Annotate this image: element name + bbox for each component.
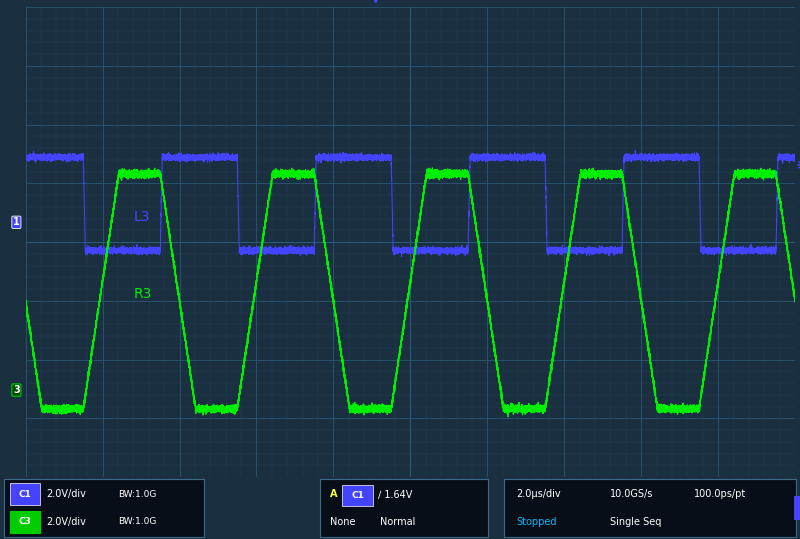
Text: L3: L3 [134, 210, 150, 224]
Bar [794, 496, 800, 521]
Text: Single Seq: Single Seq [610, 517, 661, 527]
Bar [342, 485, 373, 506]
Text: Normal: Normal [380, 517, 415, 527]
Text: C1: C1 [351, 491, 364, 500]
Text: 2.0μs/div: 2.0μs/div [516, 489, 561, 499]
Text: Stopped: Stopped [516, 517, 557, 527]
Bar [504, 480, 796, 536]
Bar [320, 480, 488, 536]
Text: 100.0ps/pt: 100.0ps/pt [694, 489, 746, 499]
Bar [4, 480, 204, 536]
Text: C1: C1 [18, 489, 31, 499]
Text: 2.0V/div: 2.0V/div [46, 489, 86, 499]
Text: R3: R3 [134, 287, 152, 301]
Text: 2.0V/div: 2.0V/div [46, 517, 86, 527]
Text: A: A [330, 489, 338, 499]
Text: 1: 1 [13, 217, 20, 227]
Text: 3: 3 [13, 385, 20, 395]
Text: None: None [330, 517, 356, 527]
Text: BW:1.0G: BW:1.0G [118, 517, 157, 527]
Text: BW:1.0G: BW:1.0G [118, 489, 157, 499]
Bar [10, 483, 40, 505]
Bar [10, 511, 40, 533]
Text: ∕ 1.64V: ∕ 1.64V [378, 489, 412, 499]
Text: C3: C3 [18, 517, 31, 527]
Text: 10.0GS/s: 10.0GS/s [610, 489, 653, 499]
